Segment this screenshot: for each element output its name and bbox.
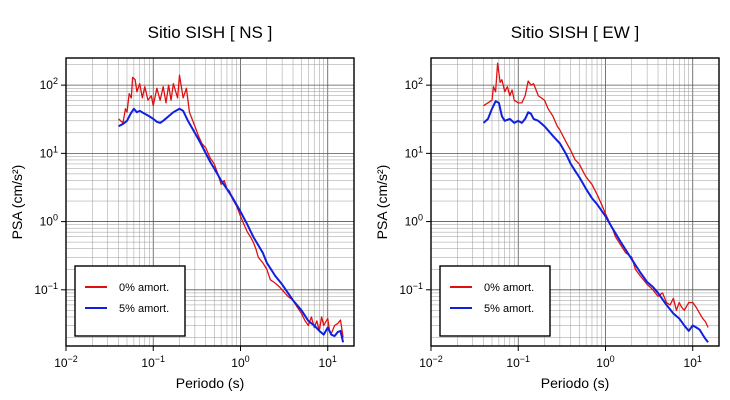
legend-label: 5% amort.: [119, 303, 169, 315]
y-tick-label: 101: [405, 144, 423, 160]
chart-panel-1: 10−2 10−1 100 101 10−1 100 101 102 Sitio SISH [ …: [9, 23, 355, 391]
chart-panel-2: 10−2 10−1 100 101 10−1 100 101 102 Sitio SISH [ …: [374, 23, 720, 391]
plot-frame: [65, 57, 355, 347]
series-line-red: [483, 62, 709, 328]
x-tick-label: 101: [684, 354, 702, 370]
x-axis-label: Periodo (s): [176, 375, 244, 391]
x-axis-label: Periodo (s): [541, 375, 609, 391]
legend-label: 5% amort.: [484, 303, 534, 315]
y-axis-label: PSA (cm/s²): [9, 165, 25, 240]
x-tick-label: 10−1: [141, 354, 165, 370]
plot-frame: [430, 57, 720, 347]
y-tick-label: 102: [405, 76, 423, 92]
series-line-blue: [482, 100, 709, 343]
x-tick-label: 100: [231, 354, 249, 370]
legend: 0% amort. 5% amort.: [74, 265, 186, 337]
chart-title: Sitio SISH [ EW ]: [511, 23, 639, 42]
chart-title: Sitio SISH [ NS ]: [148, 23, 273, 42]
x-tick-label: 101: [319, 354, 337, 370]
legend-box: [439, 265, 551, 337]
legend-label: 0% amort.: [484, 282, 534, 294]
y-tick-label: 102: [40, 76, 58, 92]
y-tick-label: 10−1: [34, 281, 58, 297]
legend: 0% amort. 5% amort.: [439, 265, 551, 337]
y-tick-label: 100: [40, 213, 58, 229]
legend-label: 0% amort.: [119, 282, 169, 294]
y-axis-label: PSA (cm/s²): [374, 165, 390, 240]
x-tick-label: 10−2: [419, 354, 443, 370]
y-tick-label: 101: [40, 144, 58, 160]
y-tick-label: 10−1: [399, 281, 423, 297]
y-tick-label: 100: [405, 213, 423, 229]
legend-box: [74, 265, 186, 337]
x-tick-label: 10−2: [54, 354, 78, 370]
series-line-blue: [118, 107, 345, 343]
x-tick-label: 100: [596, 354, 614, 370]
x-tick-label: 10−1: [506, 354, 530, 370]
